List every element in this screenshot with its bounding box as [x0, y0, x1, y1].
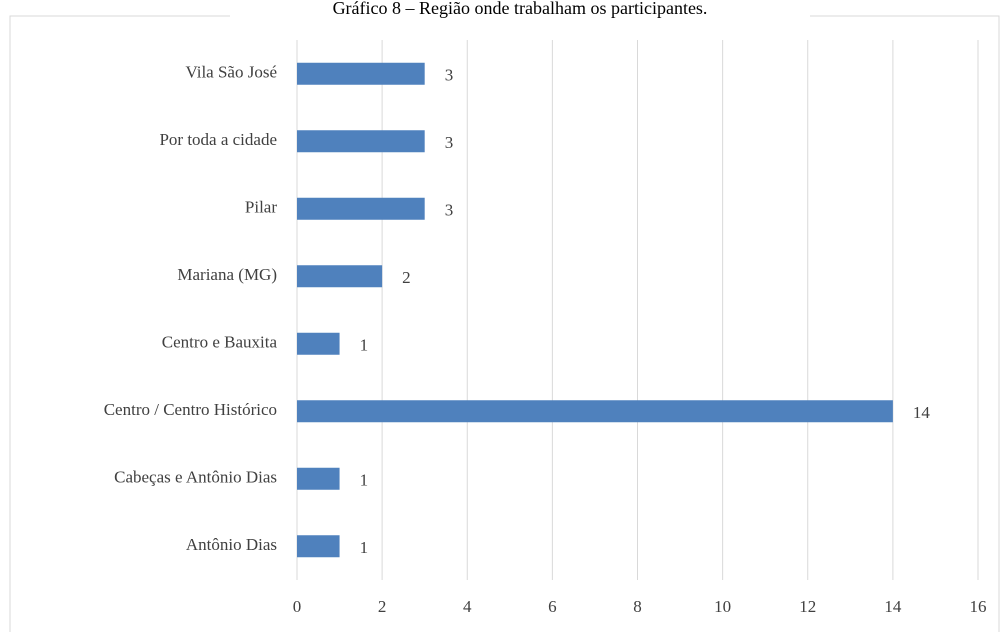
y-tick-label: Antônio Dias	[186, 535, 277, 554]
bar	[297, 265, 383, 288]
y-tick-label: Mariana (MG)	[177, 265, 277, 284]
x-tick-label: 8	[633, 597, 642, 616]
value-label: 1	[360, 471, 369, 490]
y-tick-label: Centro / Centro Histórico	[104, 400, 277, 419]
bar	[297, 332, 340, 355]
value-label: 3	[445, 201, 454, 220]
y-tick-label: Centro e Bauxita	[162, 333, 278, 352]
x-tick-label: 12	[799, 597, 816, 616]
x-tick-label: 2	[378, 597, 387, 616]
value-label: 3	[445, 66, 454, 85]
value-label: 3	[445, 133, 454, 152]
value-label: 1	[360, 336, 369, 355]
x-tick-label: 10	[714, 597, 731, 616]
chart-title: Gráfico 8 – Região onde trabalham os par…	[333, 0, 708, 18]
y-tick-label: Cabeças e Antônio Dias	[114, 468, 277, 487]
bar	[297, 130, 425, 153]
value-label: 14	[913, 403, 931, 422]
chart-border	[9, 15, 1000, 632]
x-tick-label: 0	[293, 597, 302, 616]
x-tick-label: 16	[970, 597, 987, 616]
bar	[297, 400, 893, 423]
value-label: 2	[402, 268, 411, 287]
bar	[297, 62, 425, 85]
x-tick-label: 4	[463, 597, 472, 616]
y-tick-label: Por toda a cidade	[159, 130, 277, 149]
x-tick-label: 14	[884, 597, 902, 616]
title-backdrop	[230, 0, 810, 22]
x-tick-label: 6	[548, 597, 557, 616]
value-label: 1	[360, 538, 369, 557]
bar	[297, 535, 340, 558]
y-tick-label: Pilar	[245, 198, 277, 217]
bar	[297, 467, 340, 490]
y-tick-label: Vila São José	[185, 63, 277, 82]
bar	[297, 197, 425, 220]
